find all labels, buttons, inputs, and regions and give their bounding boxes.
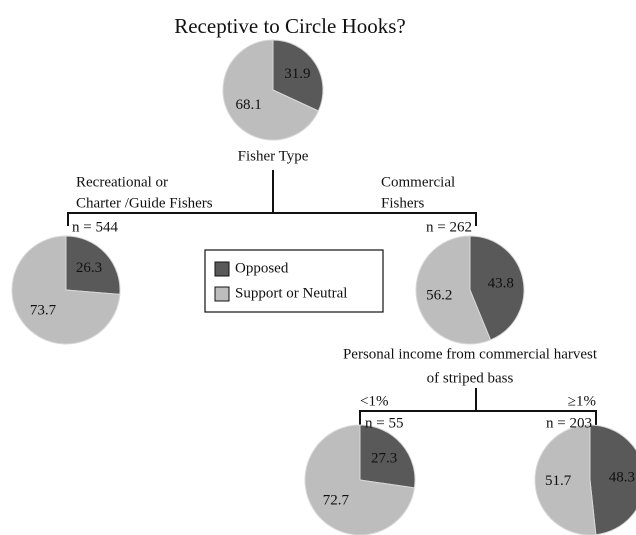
slice-label: 68.1: [235, 97, 261, 113]
legend-box: [204, 249, 384, 313]
pie-slice: [415, 235, 492, 345]
pie-slice: [11, 235, 121, 345]
pie-slice: [304, 424, 415, 535]
slice-label: 72.7: [323, 492, 350, 508]
branch-label: ≥1%: [568, 393, 596, 409]
title: Receptive to Circle Hooks?: [174, 14, 406, 38]
branch-label: <1%: [360, 393, 388, 409]
pie-slice: [589, 424, 636, 535]
slice-label: 51.7: [545, 473, 572, 489]
slice-label: 48.3: [609, 470, 635, 486]
split-label: Fisher Type: [238, 148, 309, 164]
pie-slice: [534, 424, 597, 535]
branch-label: Commercial: [381, 174, 455, 190]
branch-label: Charter /Guide Fishers: [76, 195, 213, 211]
pie-slice: [272, 39, 324, 112]
sample-size: n = 544: [72, 219, 118, 235]
slice-label: 26.3: [76, 260, 102, 276]
legend-swatch: [214, 286, 230, 302]
slice-label: 27.3: [371, 451, 397, 467]
pie-slice: [469, 235, 525, 341]
pie-slice: [65, 235, 121, 295]
pie-slice: [359, 424, 416, 489]
slice-label: 31.9: [284, 66, 310, 82]
sample-size: n = 262: [426, 219, 472, 235]
branch-label: Recreational or: [76, 174, 168, 190]
slice-label: 73.7: [30, 303, 57, 319]
legend-label: Support or Neutral: [235, 285, 347, 301]
pie-slice: [222, 39, 320, 141]
legend-label: Opposed: [235, 260, 289, 276]
branch-label: Fishers: [381, 195, 425, 211]
slice-label: 43.8: [488, 275, 514, 291]
sample-size: n = 55: [365, 415, 403, 431]
split-label: of striped bass: [427, 370, 514, 386]
split-label: Personal income from commercial harvest: [343, 346, 598, 362]
sample-size: n = 203: [546, 415, 592, 431]
slice-label: 56.2: [426, 287, 452, 303]
legend-swatch: [214, 261, 230, 277]
